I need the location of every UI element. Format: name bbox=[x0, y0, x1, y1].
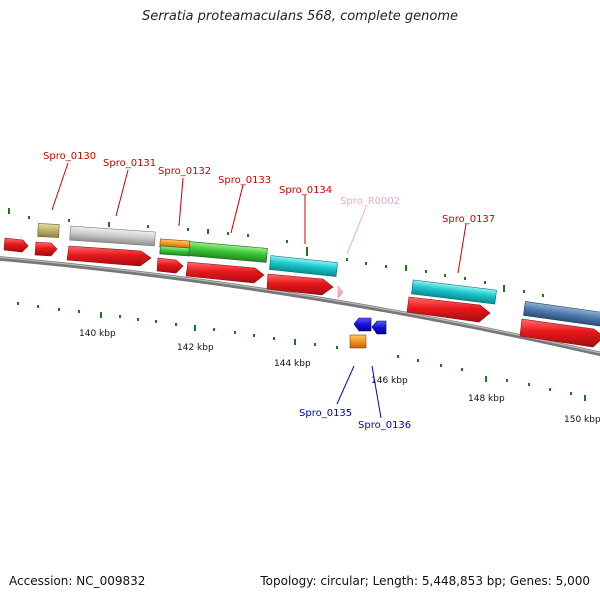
label-spro-0130: Spro_0130 bbox=[43, 151, 96, 162]
feature-bar-track bbox=[37, 223, 600, 327]
forward-cds-track bbox=[3, 237, 600, 348]
cds-arrow[interactable] bbox=[185, 261, 265, 284]
cds-arrow[interactable] bbox=[66, 245, 152, 267]
scale-label-142kbp: 142 kbp bbox=[177, 343, 214, 353]
genome-backbone bbox=[0, 256, 600, 357]
scale-label-140kbp: 140 kbp bbox=[79, 329, 116, 339]
outer-tick-ring bbox=[8, 208, 544, 297]
callout-lines bbox=[51, 162, 467, 419]
feature-bar-spro-0132-lower[interactable] bbox=[159, 245, 191, 257]
genome-summary-text: Topology: circular; Length: 5,448,853 bp… bbox=[260, 574, 590, 588]
cds-arrow[interactable] bbox=[3, 237, 29, 253]
cds-arrow[interactable] bbox=[406, 296, 491, 323]
label-spro-0131: Spro_0131 bbox=[103, 158, 156, 169]
label-spro-0135: Spro_0135 bbox=[299, 408, 352, 419]
feature-spro-0135-box[interactable] bbox=[349, 334, 367, 349]
feature-bar-spro-0131[interactable] bbox=[69, 225, 156, 247]
feature-bar-steelblue[interactable] bbox=[523, 301, 600, 327]
accession-text: Accession: NC_009832 bbox=[9, 574, 146, 588]
label-spro-0134: Spro_0134 bbox=[279, 185, 332, 196]
feature-spro-0136-arrow[interactable] bbox=[371, 320, 387, 335]
label-spro-0136: Spro_0136 bbox=[358, 420, 411, 431]
cds-arrow[interactable] bbox=[156, 257, 184, 274]
feature-bar-spro-0133[interactable] bbox=[188, 241, 268, 263]
label-spro-r0002: Spro_R0002 bbox=[340, 196, 400, 207]
label-spro-0132: Spro_0132 bbox=[158, 166, 211, 177]
feature-bar-spro-0130[interactable] bbox=[37, 223, 60, 238]
map-title: Serratia proteamaculans 568, complete ge… bbox=[141, 9, 459, 24]
feature-bar-spro-0134[interactable] bbox=[269, 255, 338, 277]
scale-label-148kbp: 148 kbp bbox=[468, 394, 505, 404]
genome-backbone-highlight bbox=[0, 256, 600, 354]
reverse-feature-track bbox=[349, 317, 387, 349]
label-spro-0137: Spro_0137 bbox=[442, 214, 495, 225]
inner-tick-ring bbox=[17, 302, 586, 401]
cds-arrow[interactable] bbox=[266, 273, 334, 296]
label-spro-0133: Spro_0133 bbox=[218, 175, 271, 186]
scale-label-144kbp: 144 kbp bbox=[274, 359, 311, 369]
cds-arrow[interactable] bbox=[519, 318, 600, 348]
rna-feature-spro-r0002[interactable] bbox=[337, 285, 344, 299]
scale-label-150kbp: 150 kbp bbox=[564, 415, 600, 425]
cds-arrow[interactable] bbox=[34, 241, 58, 257]
feature-bar-spro-0137[interactable] bbox=[411, 279, 497, 305]
feature-spro-0135-arrow[interactable] bbox=[353, 317, 372, 332]
scale-label-146kbp: 146 kbp bbox=[371, 376, 408, 386]
